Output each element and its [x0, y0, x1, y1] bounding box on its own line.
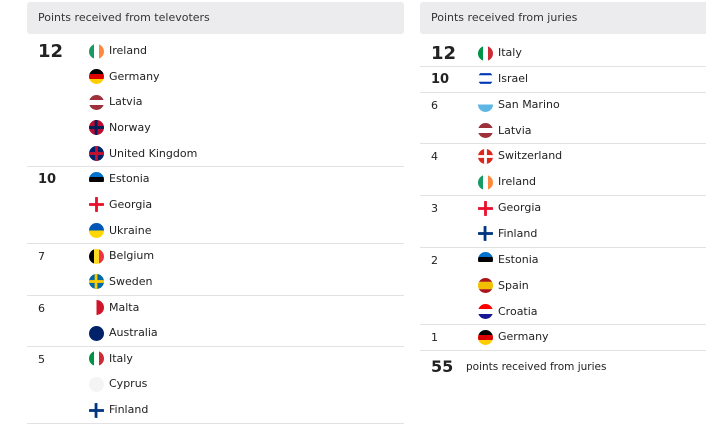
flag-icon — [478, 123, 493, 139]
panel-header: Points received from televoters — [27, 2, 404, 34]
country-name: Ukraine — [109, 223, 152, 237]
country-name: Australia — [109, 326, 158, 340]
flag-icon — [478, 278, 493, 294]
group-divider — [27, 166, 404, 168]
points-value: 6 — [38, 301, 45, 315]
country-name: Georgia — [498, 201, 542, 215]
points-value: 12 — [431, 43, 457, 64]
group-divider — [420, 91, 706, 93]
flag-icon — [478, 304, 493, 319]
country-name: Italy — [109, 351, 133, 365]
flag-icon — [89, 248, 104, 264]
flag-icon — [89, 351, 104, 367]
country-name: Italy — [498, 46, 522, 59]
group-divider — [420, 195, 706, 197]
flag-icon — [89, 69, 104, 85]
points-value: 10 — [38, 172, 57, 188]
points-value: 6 — [431, 98, 438, 112]
country-name: Malta — [109, 300, 140, 314]
panel-title: Points received from televoters — [38, 11, 210, 24]
group-divider — [27, 422, 404, 424]
group-divider — [27, 243, 404, 245]
flag-icon — [89, 43, 104, 59]
flag-icon — [478, 226, 493, 242]
flag-icon — [478, 71, 493, 87]
juries-panel: Points received from juries 12 Italy 10 Isr… — [420, 2, 706, 425]
televoters-panel: Points received from televoters 12 Irelan… — [27, 2, 404, 425]
group-divider — [420, 350, 706, 352]
flag-icon — [478, 45, 493, 61]
total-points: 55 — [431, 357, 454, 377]
country-name: Estonia — [109, 172, 150, 186]
group-divider — [27, 345, 404, 347]
country-name: Croatia — [498, 304, 538, 318]
group-divider — [420, 246, 706, 248]
flag-icon — [478, 148, 493, 164]
country-name: Sweden — [109, 274, 153, 288]
flag-icon — [89, 223, 104, 239]
group-divider — [27, 294, 404, 296]
flag-icon — [89, 146, 104, 162]
flag-icon — [478, 174, 493, 190]
points-value: 10 — [431, 71, 450, 87]
group-divider — [420, 324, 706, 326]
points-value: 4 — [431, 150, 438, 164]
country-name: United Kingdom — [109, 146, 198, 160]
total-label: points received from juries — [466, 361, 607, 374]
country-name: Belgium — [109, 249, 155, 263]
country-name: Germany — [498, 330, 549, 344]
country-name: Latvia — [498, 123, 532, 137]
points-value: 3 — [431, 202, 438, 216]
flag-icon — [89, 171, 104, 187]
points-value: 7 — [38, 250, 45, 264]
points-value: 12 — [38, 41, 64, 62]
points-value: 2 — [431, 253, 438, 267]
flag-icon — [89, 197, 104, 213]
country-name: Germany — [109, 69, 160, 83]
points-value: 5 — [38, 352, 45, 366]
country-name: Latvia — [109, 95, 143, 109]
country-name: Switzerland — [498, 149, 563, 163]
group-divider — [420, 143, 706, 145]
flag-icon — [89, 94, 104, 110]
flag-icon — [478, 252, 493, 268]
flag-icon — [89, 402, 104, 418]
panel-title: Points received from juries — [431, 11, 578, 24]
flag-icon — [89, 120, 104, 136]
country-name: Ireland — [109, 44, 148, 57]
panel-header: Points received from juries — [420, 2, 706, 34]
country-name: Finland — [498, 226, 538, 240]
country-name: Israel — [498, 71, 529, 85]
country-name: Finland — [109, 403, 149, 417]
country-name: Georgia — [109, 197, 153, 211]
country-name: Estonia — [498, 252, 539, 266]
flag-icon — [89, 274, 104, 290]
country-name: San Marino — [498, 97, 560, 111]
flag-icon — [89, 376, 104, 392]
country-name: Norway — [109, 120, 151, 134]
country-name: Ireland — [498, 175, 537, 189]
country-name: Spain — [498, 278, 529, 292]
flag-icon — [478, 97, 493, 113]
country-name: Cyprus — [109, 377, 148, 391]
flag-icon — [478, 329, 493, 345]
flag-icon — [478, 200, 493, 216]
group-divider — [420, 65, 706, 67]
flag-icon — [89, 325, 104, 341]
flag-icon — [89, 300, 104, 315]
points-value: 1 — [431, 331, 438, 345]
